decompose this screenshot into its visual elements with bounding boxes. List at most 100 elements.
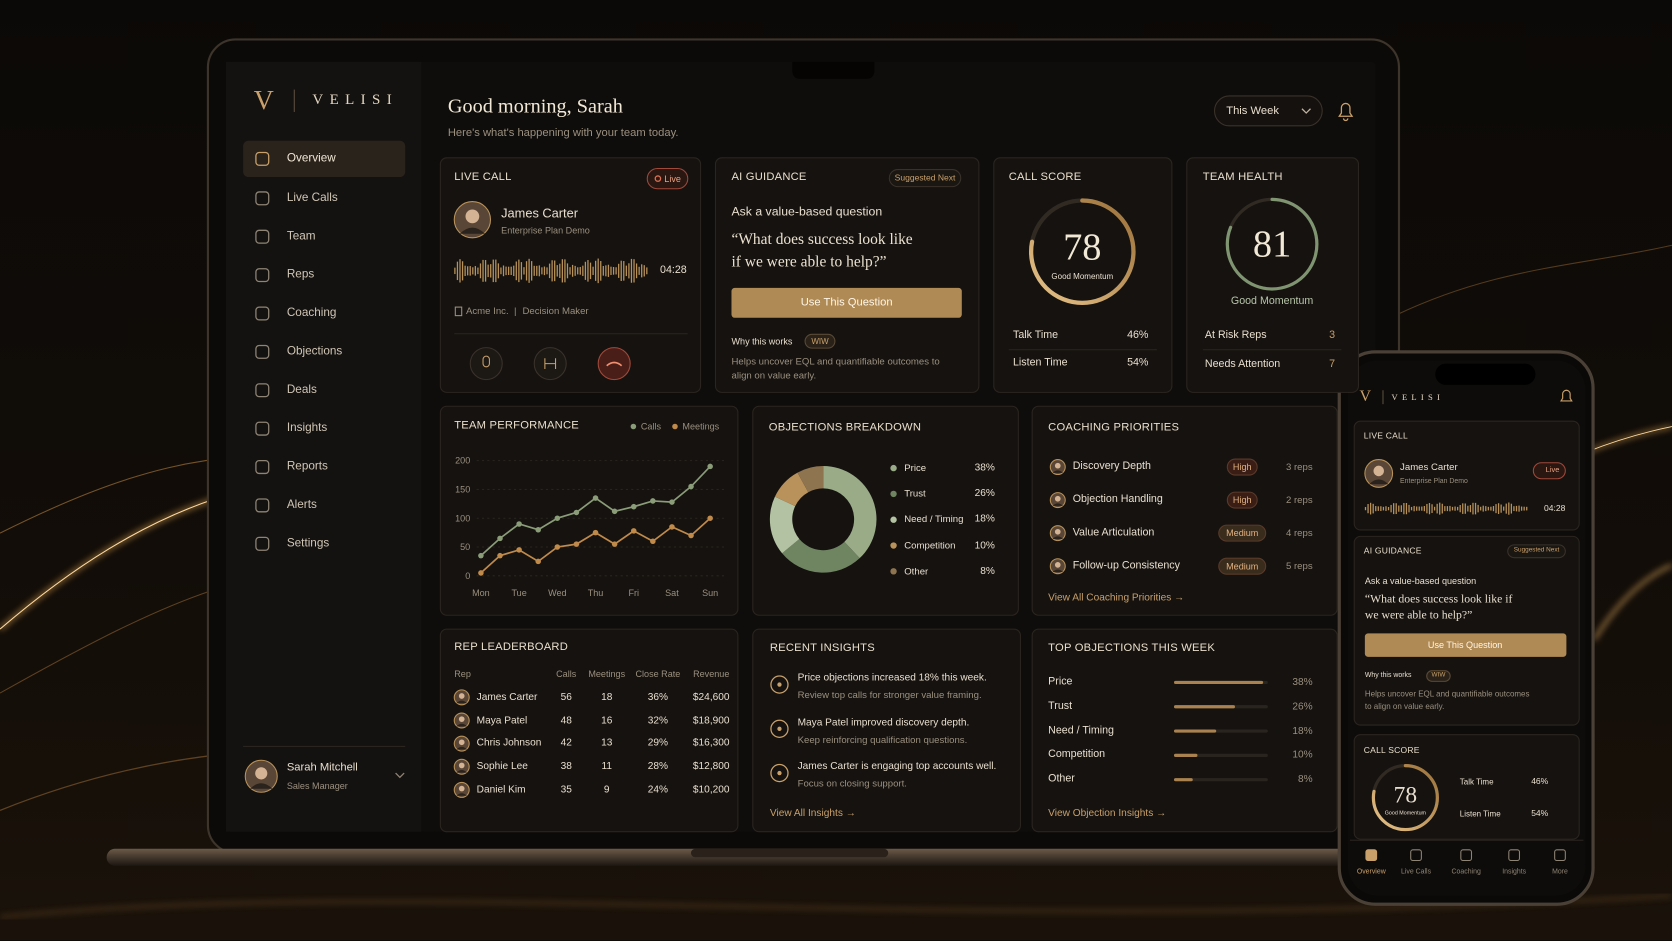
waveform-bar — [464, 265, 466, 276]
objections-link[interactable]: View Objection Insights → — [1048, 807, 1167, 820]
tab-label[interactable]: More — [1552, 868, 1568, 876]
card-title: TEAM HEALTH — [1202, 170, 1283, 184]
waveform-bar — [1375, 506, 1377, 512]
waveform-bar — [1462, 503, 1464, 514]
period-dropdown[interactable] — [1213, 95, 1323, 127]
metric-value: 54% — [1127, 357, 1149, 369]
waveform-bar — [630, 258, 633, 283]
bar — [1173, 729, 1217, 733]
bell-icon[interactable] — [1338, 102, 1354, 122]
period-value[interactable]: This Week — [1226, 104, 1279, 117]
table-cell: $24,600 — [692, 691, 730, 704]
metric-label: Needs Attention — [1204, 358, 1281, 371]
waveform-bar — [1369, 502, 1372, 515]
avatar-head — [1373, 465, 1384, 477]
use-question-button[interactable] — [1364, 633, 1567, 657]
waveform-bar — [597, 258, 599, 284]
tab-icon[interactable] — [1365, 849, 1378, 862]
phone-ai-guidance-card — [1353, 535, 1580, 726]
live-dot — [654, 175, 662, 182]
nav-item[interactable]: Reps — [286, 268, 315, 281]
y-tick-label: 50 — [460, 541, 471, 553]
waveform-bar — [574, 265, 576, 276]
waveform-bar — [515, 261, 517, 281]
waveform-bar — [490, 264, 492, 278]
user-menu-chevron[interactable] — [395, 772, 405, 779]
separator: | — [513, 305, 517, 317]
priority-badge — [1218, 524, 1267, 542]
mute-button[interactable] — [469, 347, 503, 381]
end-call-button[interactable] — [597, 347, 631, 381]
mic-icon — [482, 355, 490, 368]
nav-item[interactable]: Objections — [286, 344, 343, 358]
nav-item[interactable]: Reports — [286, 460, 328, 473]
tab-label[interactable]: Insights — [1502, 868, 1527, 876]
bar-track — [1173, 753, 1268, 757]
phone-logo-mark: V — [1359, 388, 1372, 406]
why-explanation: Helps uncover EQL and quantifiable outco… — [731, 356, 940, 381]
nav-item[interactable]: Overview — [286, 151, 336, 165]
nav-item[interactable]: Deals — [286, 383, 317, 397]
waveform-bar — [1513, 506, 1515, 512]
column-header: Close Rate — [635, 668, 681, 680]
guidance-quote: “What does success look like if we were … — [731, 231, 913, 271]
why-label: Why this works — [731, 335, 793, 347]
nav-icon — [255, 498, 270, 513]
avatar-head — [1054, 462, 1061, 469]
avatar-body — [456, 723, 467, 727]
nav-item[interactable]: Team — [286, 229, 316, 243]
tab-icon[interactable] — [1554, 849, 1566, 862]
value-label: 18% — [1292, 724, 1313, 737]
guidance-quote: “What does success look like if we were … — [1364, 592, 1513, 622]
waveform-bar — [566, 263, 569, 279]
tab-label[interactable]: Coaching — [1451, 868, 1481, 876]
insight-detail: Keep reinforcing qualification questions… — [797, 733, 968, 745]
nav-item[interactable]: Settings — [286, 536, 330, 550]
waveform-bar — [571, 264, 574, 277]
waveform-bar — [1474, 502, 1477, 515]
metric-value: 54% — [1531, 808, 1549, 819]
reps-count: 5 reps — [1285, 560, 1313, 572]
nav-item[interactable]: Coaching — [286, 306, 337, 320]
value-label: 26% — [1292, 700, 1313, 713]
tab-icon[interactable] — [1460, 849, 1473, 862]
table-cell: 48 — [560, 714, 572, 727]
call-duration: 04:28 — [1543, 503, 1566, 514]
tab-icon[interactable] — [1410, 849, 1422, 862]
waveform-bar — [1515, 505, 1518, 512]
legend-label: Trust — [904, 488, 926, 499]
insight-icon-dot — [777, 726, 782, 731]
objection-name: Other — [1048, 773, 1075, 785]
team-health-label: Good Momentum — [1230, 295, 1314, 308]
legend-label: Price — [904, 462, 927, 474]
use-question-button-text[interactable]: Use This Question — [800, 296, 893, 309]
waveform-bar — [615, 267, 617, 275]
coaching-link[interactable]: View All Coaching Priorities → — [1048, 592, 1185, 604]
use-question-button[interactable] — [731, 287, 962, 318]
waveform-bar — [1426, 503, 1428, 514]
phone-bell[interactable] — [1560, 389, 1573, 402]
use-question-button-text[interactable]: Use This Question — [1427, 639, 1503, 651]
waveform-bar — [579, 266, 581, 275]
nav-icon — [255, 151, 270, 166]
call-score-card — [993, 157, 1173, 393]
tab-label[interactable]: Overview — [1356, 868, 1386, 876]
value-label: 8% — [1297, 773, 1313, 786]
waveform-bar — [543, 266, 546, 276]
ring-arc — [1028, 198, 1136, 305]
nav-item[interactable]: Insights — [286, 421, 328, 435]
insights-link[interactable]: View All Insights → — [769, 807, 856, 820]
why-badge — [804, 333, 836, 349]
table-cell: Daniel Kim — [476, 783, 526, 796]
tab-label[interactable]: Live Calls — [1401, 868, 1432, 876]
nav-item[interactable]: Live Calls — [286, 191, 338, 205]
waveform-bar — [541, 267, 543, 275]
nav-item[interactable]: Alerts — [286, 498, 317, 512]
waveform-bar — [1405, 502, 1408, 515]
insight-icon — [770, 719, 789, 738]
bar-track — [1173, 778, 1268, 782]
waveform-bar — [556, 265, 558, 277]
tab-icon[interactable] — [1508, 849, 1521, 862]
waveform-bar — [594, 260, 597, 281]
x-tick-label: Wed — [548, 587, 567, 599]
